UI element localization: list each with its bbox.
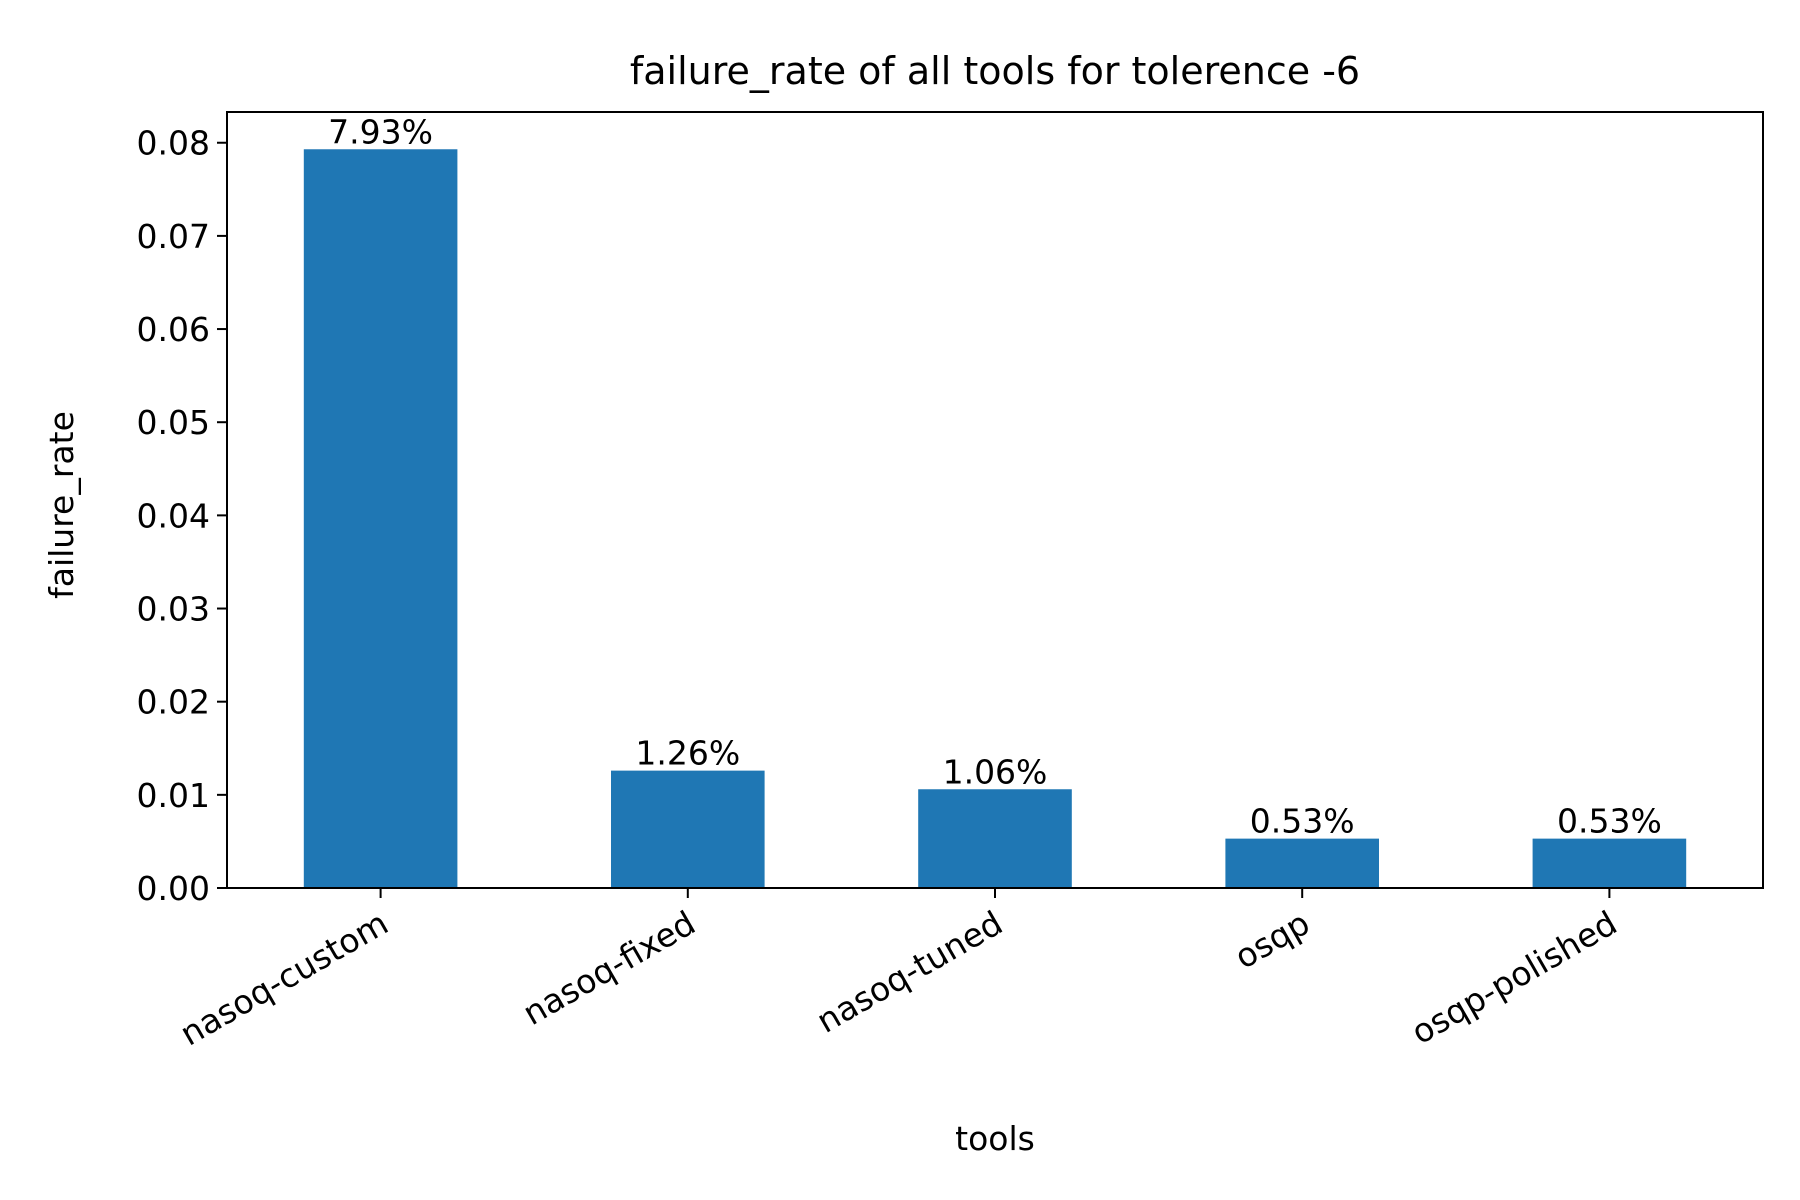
y-tick-label-0.00: 0.00	[137, 869, 210, 908]
bar-nasoq-tuned	[918, 789, 1072, 888]
data-label-osqp: 0.53%	[1250, 802, 1355, 841]
bar-osqp-polished	[1532, 838, 1687, 888]
y-tick-label-0.04: 0.04	[137, 496, 210, 535]
data-label-nasoq-tuned: 1.06%	[943, 752, 1048, 791]
chart-title: failure_rate of all tools for tolerence …	[630, 49, 1360, 93]
y-tick-label-0.03: 0.03	[137, 590, 210, 629]
bars-layer	[303, 149, 1687, 888]
y-tick-label-0.07: 0.07	[137, 217, 210, 256]
y-tick-label-0.06: 0.06	[137, 310, 210, 349]
data-labels-layer: 7.93% 1.26% 1.06% 0.53% 0.53%	[328, 112, 1662, 840]
y-tick-label-0.01: 0.01	[137, 776, 210, 815]
bar-osqp	[1225, 838, 1379, 888]
bar-nasoq-custom	[303, 149, 458, 888]
data-label-nasoq-custom: 7.93%	[328, 112, 433, 151]
data-label-nasoq-fixed: 1.26%	[635, 734, 740, 773]
y-tick-label-0.02: 0.02	[137, 683, 210, 722]
y-tick-label-0.05: 0.05	[137, 403, 210, 442]
y-tick-label-0.08: 0.08	[137, 124, 210, 163]
x-axis-label: tools	[955, 1119, 1035, 1158]
bar-nasoq-fixed	[611, 770, 765, 888]
data-label-osqp-polished: 0.53%	[1557, 802, 1662, 841]
y-axis: 0.00 0.01 0.02 0.03 0.04 0.05 0.06 0.07 0.08	[137, 124, 227, 908]
y-axis-label: failure_rate	[42, 411, 81, 599]
plot-frame	[226, 111, 1764, 889]
